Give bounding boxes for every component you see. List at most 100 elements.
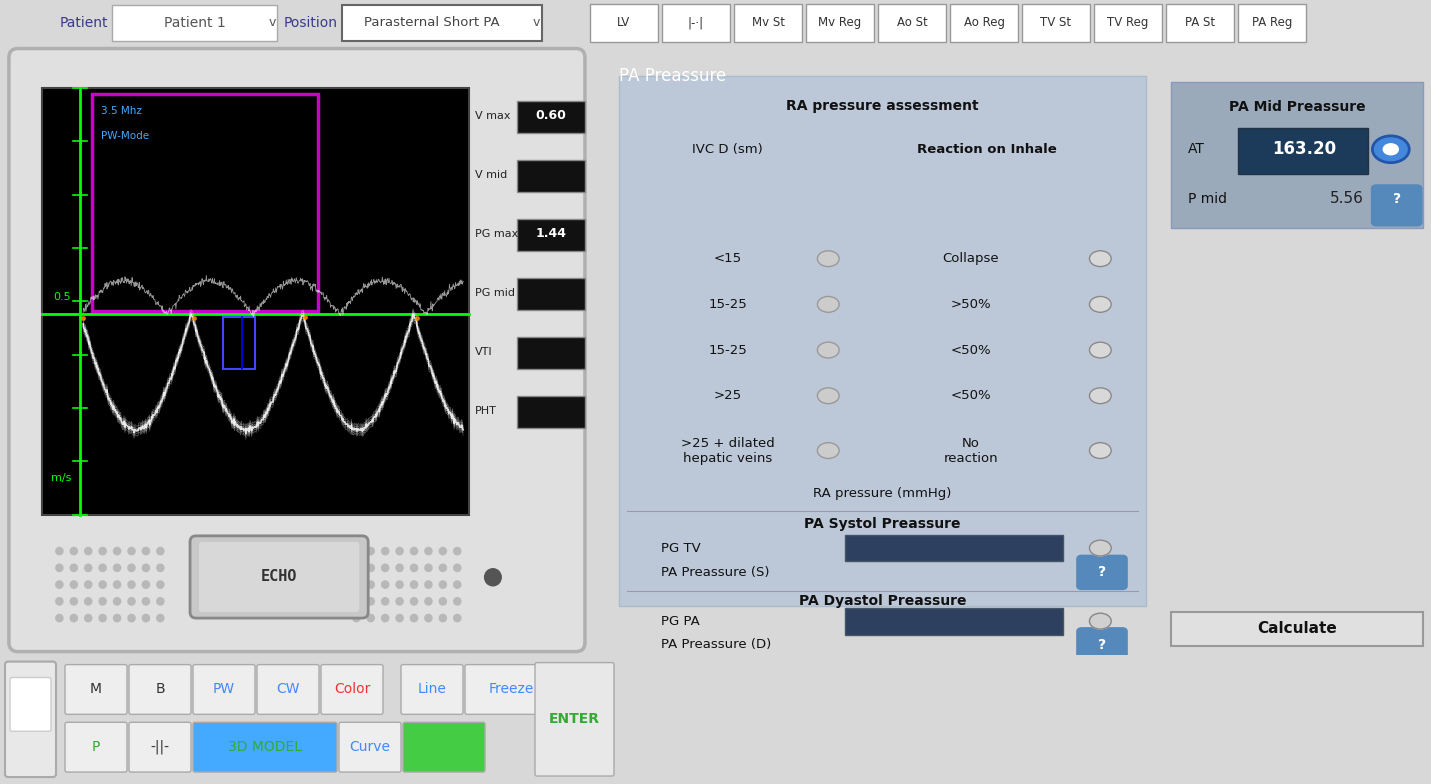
Circle shape xyxy=(411,597,418,605)
Circle shape xyxy=(368,564,375,572)
Text: Collapse: Collapse xyxy=(942,252,999,265)
FancyBboxPatch shape xyxy=(734,4,801,42)
Text: No
reaction: No reaction xyxy=(943,437,997,465)
Text: PA Preassure: PA Preassure xyxy=(620,67,726,85)
Circle shape xyxy=(142,581,149,588)
Text: Freeze: Freeze xyxy=(488,682,534,696)
FancyBboxPatch shape xyxy=(321,665,384,714)
Text: PA Preassure (D): PA Preassure (D) xyxy=(661,638,771,652)
Text: AT: AT xyxy=(1188,142,1205,156)
FancyBboxPatch shape xyxy=(339,722,401,772)
Circle shape xyxy=(439,615,446,622)
Circle shape xyxy=(56,597,63,605)
Text: LV: LV xyxy=(617,16,631,29)
Text: IVC D (sm): IVC D (sm) xyxy=(693,143,763,155)
Circle shape xyxy=(1089,540,1112,556)
Text: Position: Position xyxy=(283,16,338,30)
Circle shape xyxy=(157,581,165,588)
Circle shape xyxy=(1089,296,1112,312)
Circle shape xyxy=(817,388,839,404)
Text: PW: PW xyxy=(213,682,235,696)
FancyBboxPatch shape xyxy=(517,160,585,191)
Circle shape xyxy=(127,581,135,588)
Text: 15-25: 15-25 xyxy=(708,298,747,311)
Text: Ao Reg: Ao Reg xyxy=(963,16,1005,29)
Circle shape xyxy=(70,597,77,605)
FancyBboxPatch shape xyxy=(9,49,585,652)
Circle shape xyxy=(70,581,77,588)
Text: V max: V max xyxy=(475,111,511,121)
Circle shape xyxy=(425,547,432,555)
Text: <15: <15 xyxy=(714,252,741,265)
Text: |-·|: |-·| xyxy=(688,16,704,29)
Text: PA Preassure (S): PA Preassure (S) xyxy=(661,566,770,579)
FancyBboxPatch shape xyxy=(10,677,52,731)
Circle shape xyxy=(70,547,77,555)
Circle shape xyxy=(411,547,418,555)
Circle shape xyxy=(99,564,106,572)
Circle shape xyxy=(382,581,389,588)
Circle shape xyxy=(396,581,404,588)
Circle shape xyxy=(396,615,404,622)
Circle shape xyxy=(127,564,135,572)
FancyBboxPatch shape xyxy=(258,665,319,714)
Text: PW-Mode: PW-Mode xyxy=(102,131,149,141)
Circle shape xyxy=(56,547,63,555)
Circle shape xyxy=(439,581,446,588)
Circle shape xyxy=(353,615,359,622)
Circle shape xyxy=(439,547,446,555)
Text: Patient: Patient xyxy=(60,16,107,30)
Circle shape xyxy=(368,547,375,555)
Text: V mid: V mid xyxy=(475,169,508,180)
FancyBboxPatch shape xyxy=(112,5,278,41)
Circle shape xyxy=(84,597,92,605)
Circle shape xyxy=(353,597,359,605)
Circle shape xyxy=(425,581,432,588)
FancyBboxPatch shape xyxy=(1172,82,1422,228)
Text: PG PA: PG PA xyxy=(661,615,700,628)
Text: PHT: PHT xyxy=(475,406,497,416)
FancyBboxPatch shape xyxy=(517,278,585,310)
Text: 163.20: 163.20 xyxy=(1272,140,1335,158)
FancyBboxPatch shape xyxy=(1078,555,1128,590)
Text: CW: CW xyxy=(276,682,299,696)
FancyBboxPatch shape xyxy=(129,722,190,772)
FancyBboxPatch shape xyxy=(129,665,190,714)
Circle shape xyxy=(1089,388,1112,404)
Circle shape xyxy=(142,597,149,605)
Text: Ao St: Ao St xyxy=(897,16,927,29)
Circle shape xyxy=(411,581,418,588)
Text: Curve: Curve xyxy=(349,740,391,754)
FancyBboxPatch shape xyxy=(193,665,255,714)
Circle shape xyxy=(84,564,92,572)
Circle shape xyxy=(454,615,461,622)
Circle shape xyxy=(425,615,432,622)
FancyBboxPatch shape xyxy=(590,4,658,42)
Circle shape xyxy=(353,564,359,572)
Text: PA Reg: PA Reg xyxy=(1252,16,1292,29)
Text: <50%: <50% xyxy=(950,389,990,402)
Circle shape xyxy=(157,564,165,572)
Circle shape xyxy=(157,597,165,605)
Circle shape xyxy=(454,597,461,605)
Circle shape xyxy=(84,615,92,622)
FancyBboxPatch shape xyxy=(1172,612,1422,645)
FancyBboxPatch shape xyxy=(342,5,542,41)
Text: <50%: <50% xyxy=(950,343,990,357)
FancyBboxPatch shape xyxy=(517,337,585,369)
Text: 5.56: 5.56 xyxy=(1331,191,1364,206)
Circle shape xyxy=(99,547,106,555)
Text: PG TV: PG TV xyxy=(661,542,701,554)
Circle shape xyxy=(382,547,389,555)
Circle shape xyxy=(142,615,149,622)
Text: Mv Reg: Mv Reg xyxy=(819,16,861,29)
Circle shape xyxy=(485,568,501,586)
Text: v: v xyxy=(269,16,276,29)
Circle shape xyxy=(411,564,418,572)
Circle shape xyxy=(56,615,63,622)
Text: RA pressure (mmHg): RA pressure (mmHg) xyxy=(813,487,952,499)
FancyBboxPatch shape xyxy=(404,722,485,772)
Text: VTI: VTI xyxy=(475,347,492,357)
Text: TV St: TV St xyxy=(1040,16,1072,29)
Bar xyxy=(1238,128,1368,173)
